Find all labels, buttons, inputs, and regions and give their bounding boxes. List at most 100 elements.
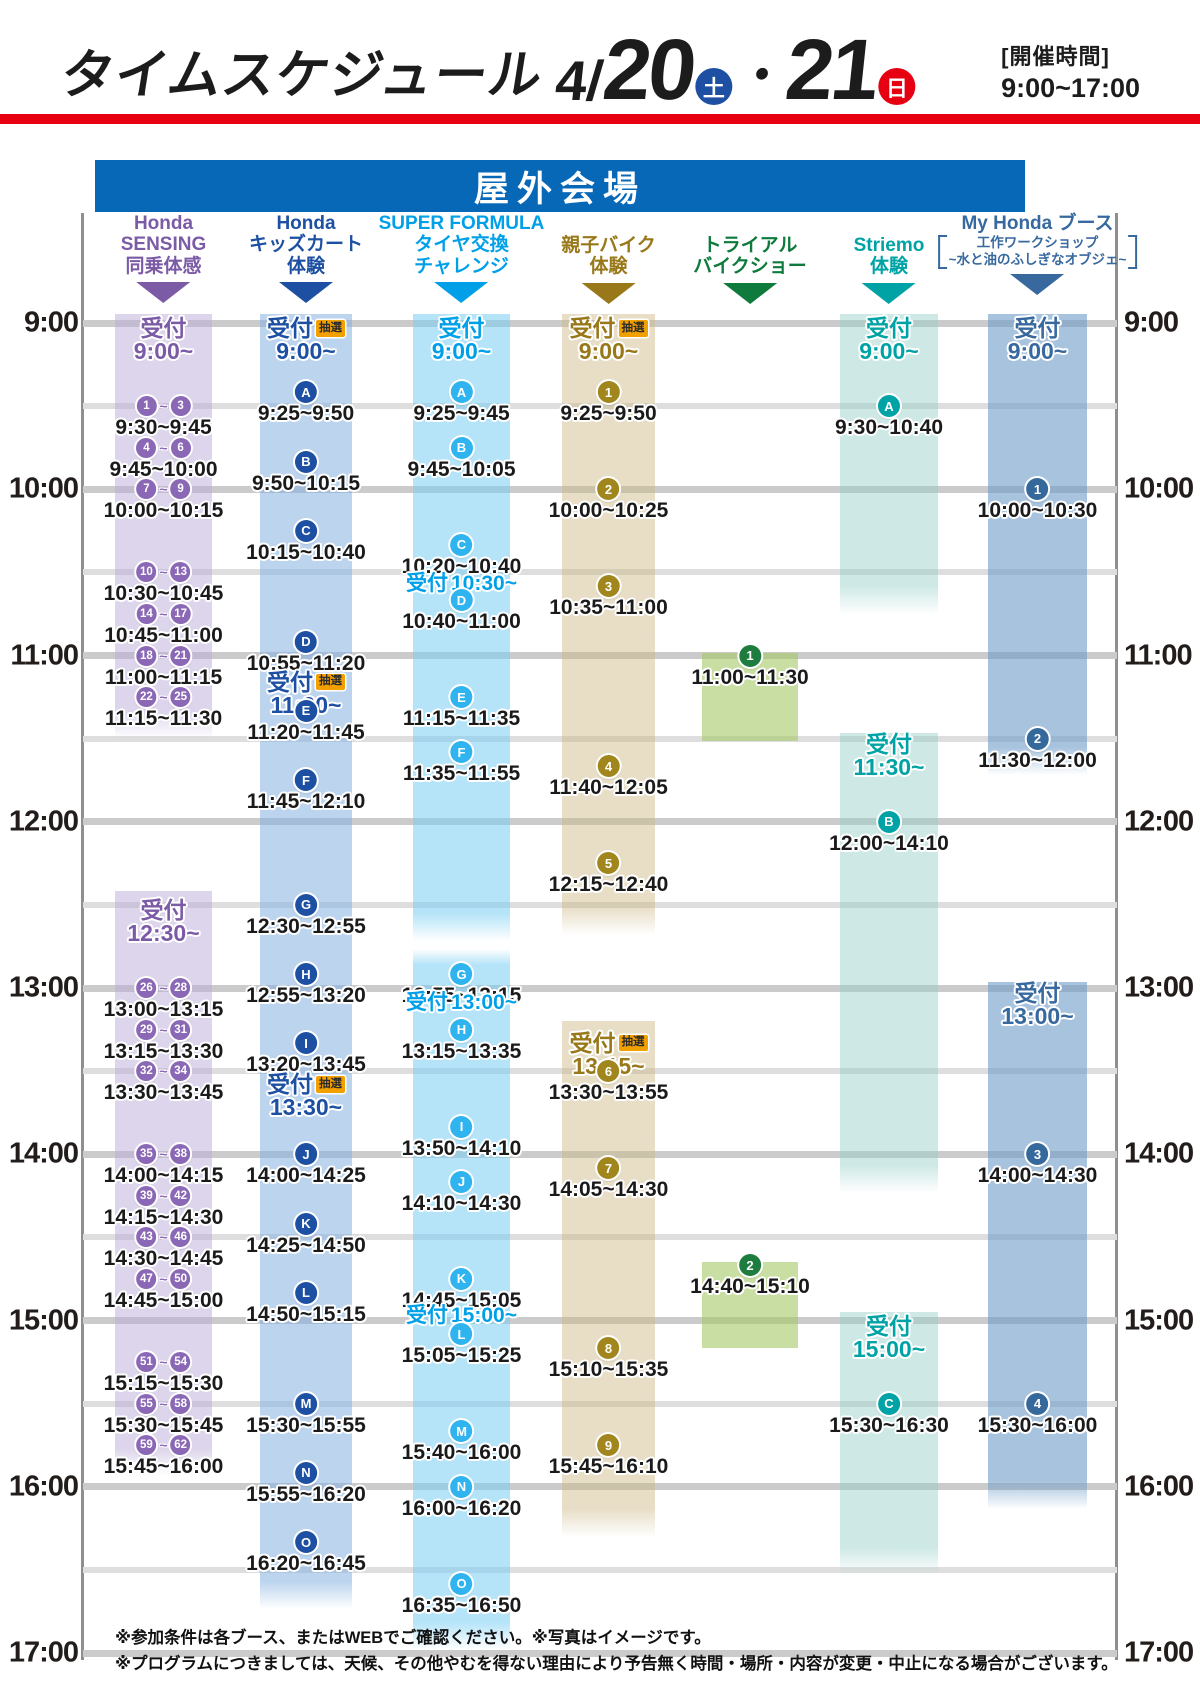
- red-divider: [0, 114, 1200, 124]
- slot-marker-circle: I: [295, 1032, 317, 1055]
- workshop-bracket: 工作ワークショップ ~水と油のふしぎなオブジェ~: [937, 235, 1138, 270]
- reception-striemo-900: 受付 9:00~: [859, 317, 918, 363]
- gridline-hour-13: [83, 984, 1117, 992]
- reception-time: 13:00~: [451, 991, 517, 1014]
- slot-markers: 10 ~13: [104, 561, 224, 583]
- slot-super-formula-tire-C: C 10:20~10:40: [402, 533, 522, 578]
- slot-honda-kids-kart-A: A 9:25~9:50: [258, 381, 354, 425]
- slot-marker-circle: 29: [136, 1019, 157, 1040]
- gridline-hour-14: [83, 1150, 1117, 1158]
- slot-marker-circle: 3: [170, 396, 191, 417]
- slot-marker-circle: G: [295, 893, 317, 916]
- slot-honda-sensing-10-13: 10 ~13 10:30~10:45: [104, 561, 224, 605]
- activity-band-trial-bike-show-0: [702, 652, 798, 742]
- slot-markers: A: [413, 381, 509, 404]
- slot-marker-circle: I: [450, 1115, 473, 1138]
- slot-trial-bike-show-2: 2 14:40~15:10: [690, 1254, 810, 1298]
- slot-marker-circle: 50: [170, 1268, 191, 1289]
- slot-time: 15:15~15:30: [103, 1372, 224, 1396]
- slot-time: 15:45~16:00: [103, 1455, 224, 1479]
- reception-line: 受付: [1008, 317, 1067, 340]
- slot-trial-bike-show-1: 1 11:00~11:30: [691, 644, 809, 689]
- activity-band-oyako-bike-0: [562, 314, 655, 936]
- gridline-half-1530: [83, 1400, 1117, 1407]
- slot-time: 9:25~9:45: [413, 402, 510, 426]
- slot-time: 11:00~11:30: [691, 665, 809, 689]
- slot-time: 9:45~10:00: [109, 457, 218, 481]
- slot-super-formula-tire-M: M 15:40~16:00: [402, 1420, 521, 1464]
- column-title-line: チャレンジ: [414, 255, 509, 277]
- gridline-hour-12: [83, 818, 1117, 826]
- slot-time: 13:00~13:15: [103, 998, 224, 1021]
- slot-time: 10:40~11:00: [402, 610, 521, 634]
- slot-marker-circle: 18: [136, 645, 157, 666]
- reception-time: 11:30~: [853, 753, 925, 780]
- slot-markers: 2: [978, 727, 1097, 750]
- slot-oyako-bike-6: 6 13:30~13:55: [549, 1060, 668, 1104]
- slot-marker-circle: H: [295, 963, 317, 986]
- slot-oyako-bike-3: 3 10:35~11:00: [549, 575, 668, 619]
- lottery-badge: 抽選: [618, 320, 648, 337]
- slot-markers: H: [402, 1018, 522, 1041]
- slot-markers: I: [246, 1032, 366, 1055]
- range-tilde: ~: [159, 398, 168, 415]
- slot-super-formula-tire-O: O 16:35~16:50: [402, 1572, 522, 1617]
- slot-honda-sensing-59-62: 59 ~62 15:45~16:00: [103, 1434, 224, 1479]
- range-tilde: ~: [159, 1354, 168, 1371]
- reception-time: 9:00~: [276, 338, 336, 364]
- reception-label: 受付: [267, 315, 313, 341]
- time-label-left-13: 13:00: [8, 971, 79, 1004]
- slot-time: 14:10~14:30: [401, 1191, 522, 1215]
- reception-time: 9:00~: [1007, 338, 1068, 364]
- slot-marker-circle: G: [450, 963, 473, 986]
- lottery-badge: 抽選: [316, 1076, 345, 1093]
- slot-markers: 7 ~9: [104, 478, 224, 500]
- reception-line: 受付 15:00~: [406, 1304, 517, 1327]
- lottery-badge: 抽選: [316, 320, 345, 337]
- slot-time: 14:30~14:45: [103, 1247, 224, 1271]
- slot-marker-circle: 1: [1026, 478, 1049, 501]
- slot-super-formula-tire-N: N 16:00~16:20: [401, 1475, 522, 1520]
- reception-label: 受付: [406, 1303, 449, 1327]
- gridline-half-1230: [83, 901, 1117, 908]
- slot-markers: 1: [978, 478, 1098, 501]
- reception-label: 受付: [865, 1312, 912, 1339]
- reception-striemo-1130: 受付 11:30~: [853, 732, 925, 780]
- slot-marker-circle: A: [877, 395, 900, 418]
- gridline-half-1030: [83, 569, 1117, 576]
- slot-marker-circle: 2: [739, 1254, 761, 1277]
- slot-super-formula-tire-J: J 14:10~14:30: [401, 1170, 522, 1215]
- slot-markers: H: [246, 963, 366, 986]
- slot-marker-circle: B: [294, 450, 317, 473]
- reception-label: 受付: [438, 315, 485, 341]
- slot-marker-circle: D: [450, 589, 473, 612]
- range-tilde: ~: [159, 1187, 168, 1204]
- slot-super-formula-tire-G: G 12:55~13:15: [402, 963, 521, 1007]
- slot-honda-sensing-29-31: 29 ~31 13:15~13:30: [104, 1019, 223, 1063]
- reception-time: 13:30~: [269, 1094, 343, 1121]
- slot-markers: 4: [978, 1392, 1098, 1415]
- slot-oyako-bike-9: 9 15:45~16:10: [549, 1434, 668, 1478]
- slot-marker-circle: 17: [170, 603, 191, 624]
- gridline-hour-15: [83, 1317, 1117, 1324]
- reception-time: 9:00~: [133, 338, 194, 364]
- slot-honda-sensing-32-34: 32 ~34 13:30~13:45: [104, 1060, 223, 1104]
- slot-time: 15:10~15:35: [548, 1358, 669, 1382]
- slot-honda-sensing-14-17: 14 ~17 10:45~11:00: [104, 603, 223, 647]
- slot-markers: C: [402, 533, 522, 556]
- slot-markers: O: [402, 1572, 522, 1595]
- slot-marker-circle: 5: [597, 852, 620, 875]
- slot-super-formula-tire-K: K 14:45~15:05: [402, 1267, 521, 1312]
- slot-marker-circle: C: [878, 1392, 900, 1415]
- slot-marker-circle: 62: [170, 1435, 191, 1456]
- slot-time: 15:30~15:45: [103, 1413, 224, 1437]
- slot-time: 14:25~14:50: [246, 1233, 366, 1257]
- activity-band-striemo-0: [840, 314, 938, 614]
- title-row: タイムスケジュール 4/ 20 土 ・ 21 日 [開催時間] 9:00~17:…: [57, 22, 1140, 118]
- time-label-left-12: 12:00: [8, 805, 79, 838]
- time-label-right-9: 9:00: [1124, 306, 1179, 339]
- slot-time: 16:00~16:20: [401, 1496, 522, 1520]
- slot-marker-circle: 6: [597, 1060, 620, 1083]
